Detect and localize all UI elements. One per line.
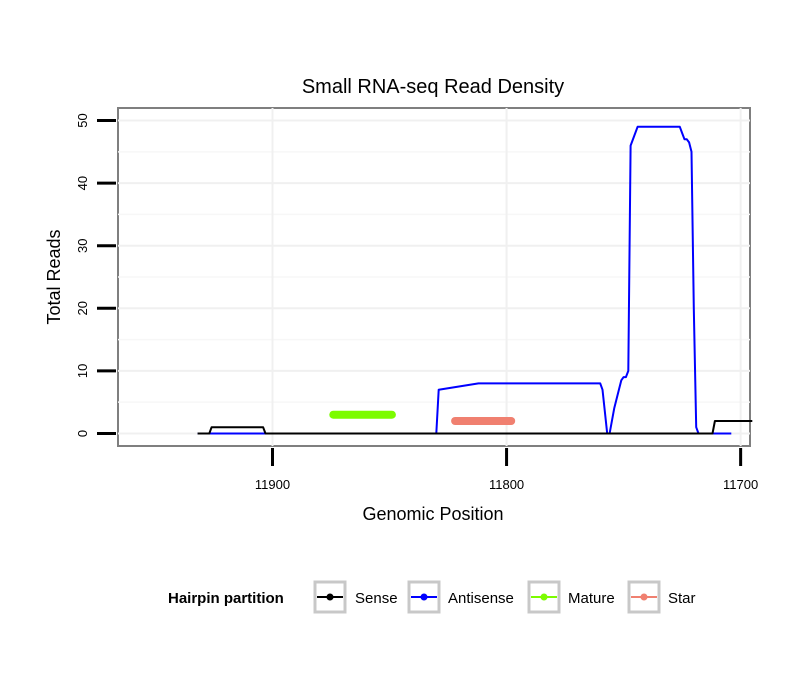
legend-key-point — [540, 593, 548, 601]
legend-item-star: Star — [627, 580, 696, 614]
y-tick-label: 30 — [75, 238, 90, 252]
series-line-sense — [197, 420, 753, 435]
x-axis-title: Genomic Position — [362, 504, 503, 524]
legend-item-sense: Sense — [313, 580, 398, 614]
legend-label: Star — [668, 590, 696, 607]
legend-label: Sense — [355, 590, 398, 607]
y-tick-label: 20 — [75, 301, 90, 315]
y-axis-title: Total Reads — [44, 229, 64, 324]
legend-item-antisense: Antisense — [407, 580, 514, 614]
series-line-antisense — [197, 125, 732, 435]
y-axis: 0 10 20 30 40 50 — [75, 113, 116, 437]
y-tick-label: 0 — [75, 430, 90, 437]
chart-title: Small RNA-seq Read Density — [302, 76, 564, 98]
legend-label: Mature — [568, 590, 615, 607]
legend-key-point — [326, 593, 334, 601]
y-tick-label: 50 — [75, 113, 90, 127]
x-tick-label: 11700 — [723, 477, 758, 492]
x-tick-label: 11900 — [255, 477, 290, 492]
series-layer — [197, 125, 753, 435]
legend-title: Hairpin partition — [168, 590, 284, 607]
legend-key-point — [640, 593, 648, 601]
legend-label: Antisense — [448, 590, 514, 607]
x-tick-label: 11800 — [489, 477, 524, 492]
legend: Hairpin partition Sense Antisense Mature St… — [168, 580, 696, 614]
legend-item-mature: Mature — [527, 580, 615, 614]
legend-key-point — [420, 593, 428, 601]
y-tick-label: 10 — [75, 364, 90, 378]
x-axis: 11900 11800 11700 — [255, 448, 758, 492]
y-tick-label: 40 — [75, 176, 90, 190]
